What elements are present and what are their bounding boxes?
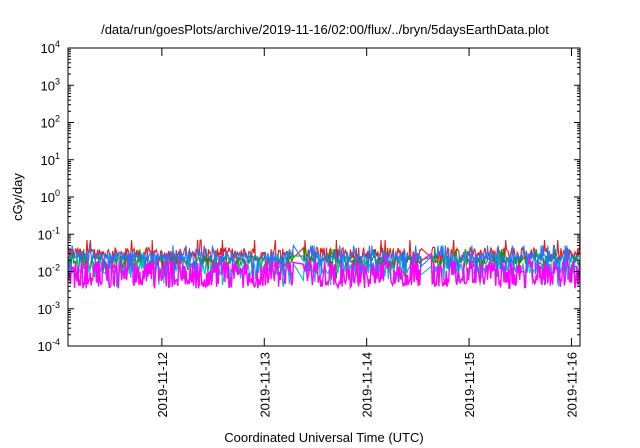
y-tick-label: 103	[41, 76, 60, 93]
y-tick-label: 102	[41, 114, 60, 131]
chart-title: /data/run/goesPlots/archive/2019-11-16/0…	[101, 22, 549, 37]
y-tick-label: 10-1	[38, 225, 60, 242]
y-tick-label: 10-4	[38, 337, 60, 354]
y-axis-label: cGy/day	[10, 173, 25, 221]
x-tick-label: 2019-11-16	[564, 352, 579, 418]
y-tick-label: 10-2	[38, 263, 60, 280]
x-tick-label: 2019-11-14	[360, 352, 375, 418]
series-line	[67, 243, 581, 276]
axes-layer: 10-4 10-3 10-2 10-1 100 101 102 103 104 2019-11-1…	[38, 39, 580, 418]
x-tick-label: 2019-11-15	[462, 352, 477, 418]
x-axis-label: Coordinated Universal Time (UTC)	[224, 430, 423, 445]
series-line	[67, 252, 581, 291]
y-tick-label: 100	[41, 188, 60, 205]
y-tick-label: 104	[41, 39, 60, 56]
plot-frame	[67, 47, 581, 347]
x-tick-label: 2019-11-12	[155, 352, 170, 418]
y-tick-label: 101	[41, 151, 60, 168]
y-tick-label: 10-3	[38, 300, 60, 317]
x-tick-label: 2019-11-13	[257, 352, 272, 418]
data-layer	[67, 239, 581, 291]
